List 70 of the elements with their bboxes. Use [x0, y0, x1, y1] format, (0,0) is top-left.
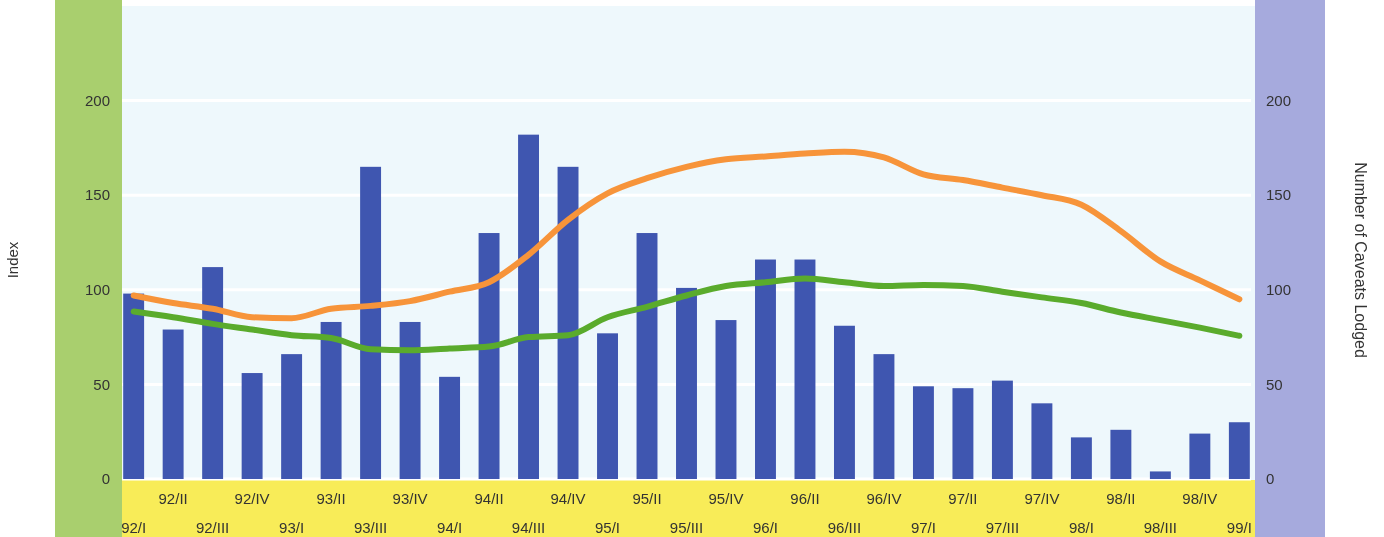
x-tick-label: 92/III: [195, 519, 230, 537]
bar: [1031, 403, 1053, 479]
y-tick-label: 0: [101, 470, 110, 488]
x-tick-label: 96/I: [752, 519, 778, 537]
y-tick-label: 150: [84, 186, 110, 204]
x-tick-label: 98/III: [1143, 519, 1178, 537]
bar: [1110, 429, 1132, 479]
bar: [518, 134, 540, 479]
bar: [952, 388, 974, 479]
bar: [1070, 437, 1092, 479]
x-tick-label: 93/IV: [392, 490, 428, 508]
x-tick-label: 95/IV: [708, 490, 744, 508]
bar: [912, 386, 934, 479]
bar: [873, 354, 895, 479]
x-tick-label: 97/III: [985, 519, 1020, 537]
bar: [439, 376, 461, 479]
bar: [162, 329, 184, 479]
bar: [715, 320, 737, 479]
x-tick-label: 95/III: [669, 519, 704, 537]
bar: [597, 333, 618, 479]
x-tick-label: 97/I: [910, 519, 936, 537]
bar: [123, 293, 145, 479]
x-tick-label: 93/I: [279, 519, 305, 537]
y-tick-label: 100: [84, 281, 110, 299]
y-axis-title: Index: [4, 241, 21, 279]
y2-tick-label: 200: [1266, 91, 1292, 109]
bar: [399, 321, 421, 479]
bar: [636, 233, 658, 479]
bar: [202, 267, 224, 479]
bar: [320, 321, 342, 479]
x-tick-label: 96/IV: [866, 490, 902, 508]
x-tick-label: 92/I: [121, 519, 147, 537]
bar: [755, 259, 776, 479]
x-tick-label: 94/I: [437, 519, 463, 537]
bar: [281, 354, 303, 479]
x-tick-label: 93/II: [316, 490, 346, 508]
x-tick-label: 93/III: [353, 519, 388, 537]
bar: [1189, 433, 1211, 479]
bar: [833, 325, 855, 479]
x-tick-label: 96/III: [827, 519, 862, 537]
x-tick-label: 94/IV: [550, 490, 586, 508]
x-tick-label: 98/I: [1068, 519, 1094, 537]
x-tick-label: 94/II: [474, 490, 504, 508]
y2-axis-title: Number of Caveats Lodged: [1352, 162, 1369, 358]
x-tick-label: 96/II: [790, 490, 820, 508]
bar: [794, 259, 816, 479]
y2-tick-label: 0: [1266, 470, 1275, 488]
bar: [360, 166, 382, 479]
bar: [676, 287, 697, 479]
x-tick-label: 97/IV: [1024, 490, 1060, 508]
y2-tick-label: 50: [1266, 375, 1283, 393]
x-tick-label: 95/II: [632, 490, 662, 508]
y2-tick-label: 150: [1266, 186, 1292, 204]
y-tick-label: 50: [93, 375, 110, 393]
bar: [557, 166, 579, 479]
x-tick-label: 92/II: [158, 490, 188, 508]
x-tick-label: 99/I: [1226, 519, 1252, 537]
x-tick-label: 95/I: [595, 519, 621, 537]
bar: [478, 233, 500, 479]
y2-tick-label: 100: [1266, 281, 1292, 299]
x-tick-label: 92/IV: [234, 490, 270, 508]
x-tick-label: 94/III: [511, 519, 546, 537]
bar: [991, 380, 1013, 479]
bar: [241, 373, 263, 479]
bar: [1228, 422, 1250, 479]
x-tick-label: 98/II: [1106, 490, 1136, 508]
y-tick-label: 200: [84, 91, 110, 109]
x-tick-label: 97/II: [948, 490, 978, 508]
bar: [1149, 471, 1171, 479]
x-tick-label: 98/IV: [1182, 490, 1218, 508]
